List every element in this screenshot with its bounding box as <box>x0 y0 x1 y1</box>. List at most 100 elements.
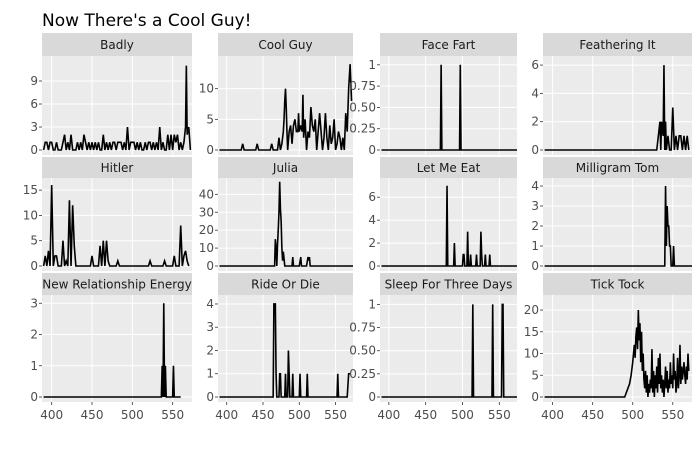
x-tick-label: 550 <box>161 408 184 422</box>
facet-label: Hitler <box>101 161 134 175</box>
x-tick-label: 550 <box>661 408 684 422</box>
facet-label: Feathering It <box>579 38 656 52</box>
facet-panel: 0 0.25 0.50 0.75 1 Sleep For Three Days 400 450… <box>349 273 517 422</box>
facet-strip <box>218 273 353 295</box>
facet-strip <box>380 273 517 295</box>
panel-background <box>218 178 353 271</box>
x-tick-label: 500 <box>121 408 144 422</box>
series-line <box>381 185 517 267</box>
y-tick-label: 1 <box>368 297 376 311</box>
x-tick-label: 500 <box>288 408 311 422</box>
facet-label: Let Me Eat <box>417 161 481 175</box>
y-tick-label: 0.50 <box>349 344 376 358</box>
panel-background <box>380 295 517 402</box>
facet-strip <box>543 33 692 56</box>
panel-background <box>380 178 517 271</box>
x-tick-label: 450 <box>414 408 437 422</box>
facet-label: New Relationship Energy <box>42 278 191 292</box>
y-tick-label: 0 <box>206 259 214 273</box>
facet-strip <box>543 273 692 295</box>
y-tick-label: 0.50 <box>349 100 376 114</box>
y-tick-label: 0 <box>368 143 376 157</box>
facet-label: Tick Tock <box>590 278 645 292</box>
y-tick-label: 1 <box>206 367 214 381</box>
facet-label: Milligram Tom <box>576 161 659 175</box>
facet-panel: 0 3 6 9 Badly <box>30 33 192 157</box>
x-tick-label: 500 <box>621 408 644 422</box>
y-tick-label: 10 <box>524 347 539 361</box>
panel-background <box>543 56 692 155</box>
x-tick-label: 400 <box>215 408 238 422</box>
y-tick-label: 5 <box>531 368 539 382</box>
x-tick-label: 400 <box>40 408 63 422</box>
y-tick-label: 5 <box>30 234 38 248</box>
facet-strip <box>42 157 192 178</box>
y-tick-label: 15 <box>524 325 539 339</box>
facet-label: Cool Guy <box>258 38 312 52</box>
x-tick-label: 450 <box>581 408 604 422</box>
y-tick-label: 4 <box>206 297 214 311</box>
facet-panel: 0 1 2 3 4 Ride Or Die 400 450 500 550 <box>206 273 353 422</box>
y-tick-label: 0 <box>30 390 38 404</box>
x-tick-label: 500 <box>451 408 474 422</box>
panel-background <box>42 295 192 402</box>
facet-strip <box>380 33 517 56</box>
facet-panel: 0 2 4 6 Feathering It <box>531 33 692 157</box>
facet-label: Julia <box>272 161 298 175</box>
facet-panel: 0 2 4 6 Let Me Eat <box>368 157 517 273</box>
y-tick-label: 3 <box>206 320 214 334</box>
y-tick-label: 6 <box>531 58 539 72</box>
series-line <box>544 185 692 267</box>
y-tick-label: 0 <box>30 259 38 273</box>
y-tick-label: 2 <box>30 328 38 342</box>
y-tick-label: 4 <box>531 86 539 100</box>
y-tick-label: 0.75 <box>349 321 376 335</box>
y-tick-label: 0 <box>531 143 539 157</box>
y-tick-label: 0.25 <box>349 122 376 136</box>
chart-title: Now There's a Cool Guy! <box>42 11 252 31</box>
y-tick-label: 4 <box>531 179 539 193</box>
y-tick-label: 6 <box>30 97 38 111</box>
y-tick-label: 0 <box>531 390 539 404</box>
y-tick-label: 10 <box>199 82 214 96</box>
facet-panel: 0 5 10 15 20 Tick Tock 400 450 500 550 <box>524 273 692 422</box>
panel-background <box>380 56 517 155</box>
y-tick-label: 10 <box>199 241 214 255</box>
y-tick-label: 0 <box>368 259 376 273</box>
y-tick-label: 0 <box>30 143 38 157</box>
series-line <box>42 185 190 267</box>
y-tick-label: 2 <box>531 115 539 129</box>
facet-panel: 0 1 2 3 New Relationship Energy 400 450 500 550 <box>30 273 192 422</box>
y-tick-label: 0 <box>206 143 214 157</box>
x-tick-label: 450 <box>252 408 275 422</box>
y-tick-label: 3 <box>30 296 38 310</box>
series-line <box>42 65 192 151</box>
facet-strip <box>218 33 353 56</box>
facet-label: Sleep For Three Days <box>385 278 513 292</box>
y-tick-label: 20 <box>199 223 214 237</box>
series-line <box>219 303 351 398</box>
series-line <box>381 303 517 398</box>
facet-strip <box>42 33 192 56</box>
y-tick-label: 40 <box>199 187 214 201</box>
y-tick-label: 2 <box>206 343 214 357</box>
x-tick-label: 450 <box>81 408 104 422</box>
y-tick-label: 5 <box>206 112 214 126</box>
facet-strip <box>380 157 517 178</box>
y-tick-label: 2 <box>368 236 376 250</box>
panel-background <box>42 178 192 271</box>
y-tick-label: 4 <box>368 213 376 227</box>
facet-panel: 0 0.25 0.50 0.75 1 Face Fart <box>349 33 517 157</box>
series-line <box>219 181 353 267</box>
y-tick-label: 2 <box>531 219 539 233</box>
y-tick-label: 0 <box>531 259 539 273</box>
facet-label: Ride Or Die <box>251 278 320 292</box>
y-tick-label: 30 <box>199 205 214 219</box>
y-tick-label: 6 <box>368 190 376 204</box>
y-tick-label: 3 <box>531 199 539 213</box>
facet-panel: 0 5 10 15 Hitler <box>23 157 192 273</box>
y-tick-label: 0 <box>206 390 214 404</box>
facet-panel: 0 1 2 3 4 Milligram Tom <box>531 157 692 273</box>
